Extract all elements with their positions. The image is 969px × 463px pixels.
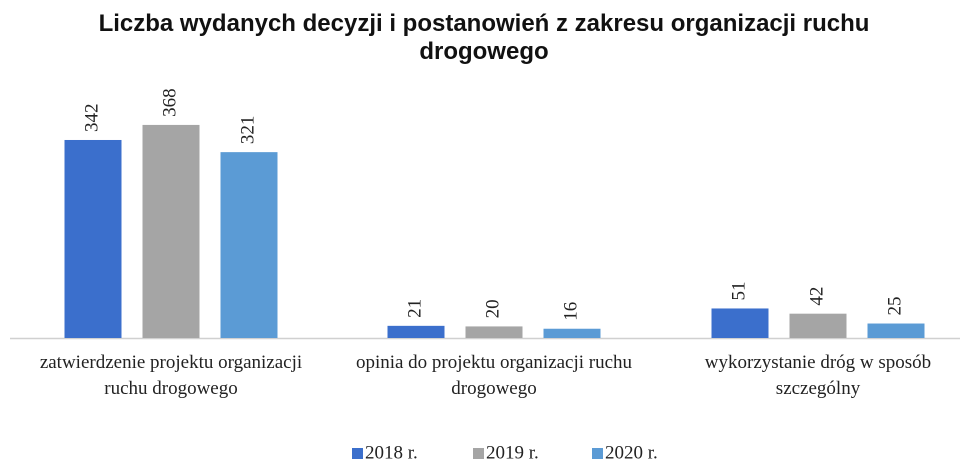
chart-title: Liczba wydanych decyzji i postanowień z … <box>98 10 870 65</box>
bar <box>465 326 523 338</box>
x-tick-label: opinia do projektu organizacji ruchu dro… <box>355 352 633 399</box>
legend-label: 2018 r. <box>365 442 418 463</box>
data-label: 20 <box>482 299 503 318</box>
data-label: 321 <box>237 116 258 145</box>
legend-swatch <box>352 448 363 459</box>
data-label: 16 <box>560 302 581 321</box>
bar <box>64 139 122 338</box>
data-label: 42 <box>806 287 827 306</box>
x-tick-label: zatwierdzenie projektu organizacji ruchu… <box>39 352 303 399</box>
legend-label: 2020 r. <box>605 442 658 463</box>
bar <box>711 308 769 338</box>
bar <box>142 124 200 338</box>
x-tick-label: wykorzystanie dróg w sposób szczególny <box>704 352 932 399</box>
data-label: 51 <box>728 281 749 300</box>
data-label: 368 <box>159 88 180 117</box>
data-label: 21 <box>404 299 425 318</box>
bar <box>543 328 601 338</box>
bar <box>220 152 278 338</box>
bar <box>867 323 925 338</box>
legend-swatch <box>592 448 603 459</box>
bar <box>387 325 445 338</box>
data-label: 25 <box>884 297 905 316</box>
legend-swatch <box>473 448 484 459</box>
bar <box>789 313 847 338</box>
data-label: 342 <box>81 103 102 132</box>
legend-label: 2019 r. <box>486 442 539 463</box>
